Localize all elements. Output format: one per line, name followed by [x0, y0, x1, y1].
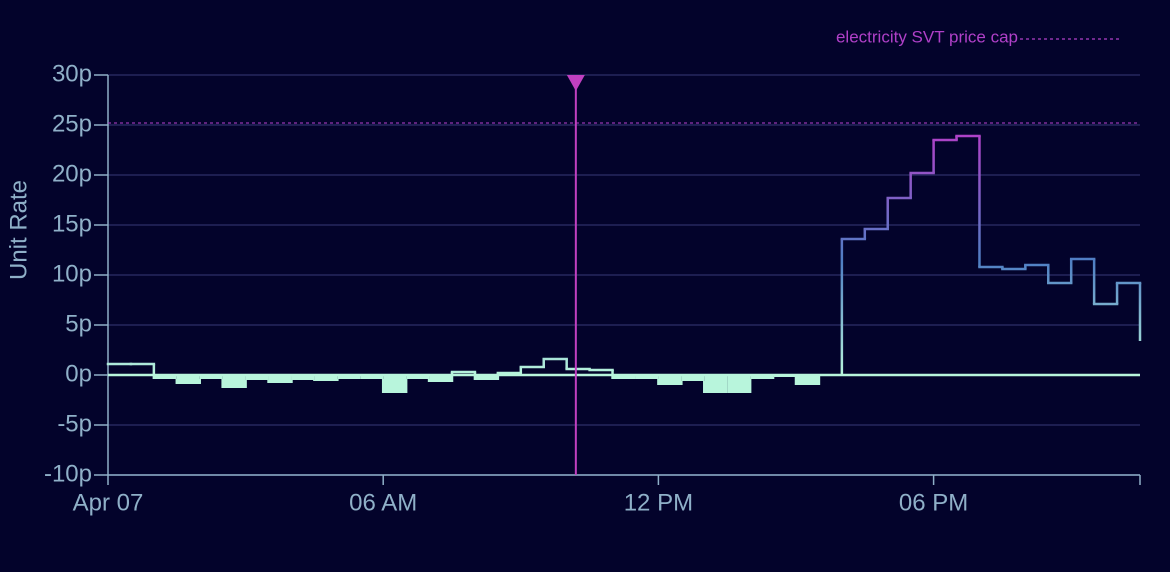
negative-bar	[727, 375, 751, 393]
negative-bar	[337, 375, 361, 379]
negative-bar	[612, 375, 636, 379]
negative-bar	[635, 375, 659, 379]
negative-bar	[222, 375, 246, 388]
negative-bar	[750, 375, 774, 379]
y-axis-title: Unit Rate	[5, 180, 32, 280]
y-tick-label: 10p	[52, 260, 92, 287]
negative-bar	[818, 375, 842, 376]
x-tick-label: Apr 07	[73, 489, 144, 516]
y-tick-label: 0p	[65, 360, 92, 387]
negative-bar	[360, 375, 384, 379]
negative-bar	[704, 375, 728, 393]
x-tick-label: 12 PM	[624, 489, 693, 516]
negative-bar	[153, 375, 177, 379]
y-tick-label: 5p	[65, 310, 92, 337]
y-tick-label: 30p	[52, 60, 92, 87]
negative-bar	[406, 375, 430, 379]
y-tick-label: 25p	[52, 110, 92, 137]
negative-bar	[658, 375, 682, 385]
negative-bar	[773, 375, 796, 377]
x-tick-label: 06 PM	[899, 489, 968, 516]
negative-bar	[268, 375, 292, 383]
y-tick-label: -5p	[57, 410, 92, 437]
negative-bar	[291, 375, 315, 380]
negative-bar	[383, 375, 407, 393]
y-tick-label: -10p	[44, 460, 92, 487]
negative-bar	[176, 375, 200, 384]
negative-bar	[314, 375, 338, 381]
now-marker-head	[566, 75, 585, 91]
y-tick-label: 15p	[52, 210, 92, 237]
negative-bar	[429, 375, 452, 382]
negative-bar	[199, 375, 223, 379]
negative-bar	[474, 375, 498, 380]
negative-bar	[245, 375, 269, 380]
y-tick-label: 20p	[52, 160, 92, 187]
x-tick-label: 06 AM	[349, 489, 417, 516]
negative-bar	[796, 375, 819, 385]
legend-label: electricity SVT price cap	[836, 27, 1018, 46]
negative-bar	[681, 375, 705, 381]
